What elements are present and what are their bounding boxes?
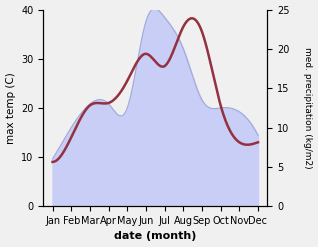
Y-axis label: max temp (C): max temp (C) <box>5 72 16 144</box>
Y-axis label: med. precipitation (kg/m2): med. precipitation (kg/m2) <box>303 47 313 169</box>
X-axis label: date (month): date (month) <box>114 231 197 242</box>
